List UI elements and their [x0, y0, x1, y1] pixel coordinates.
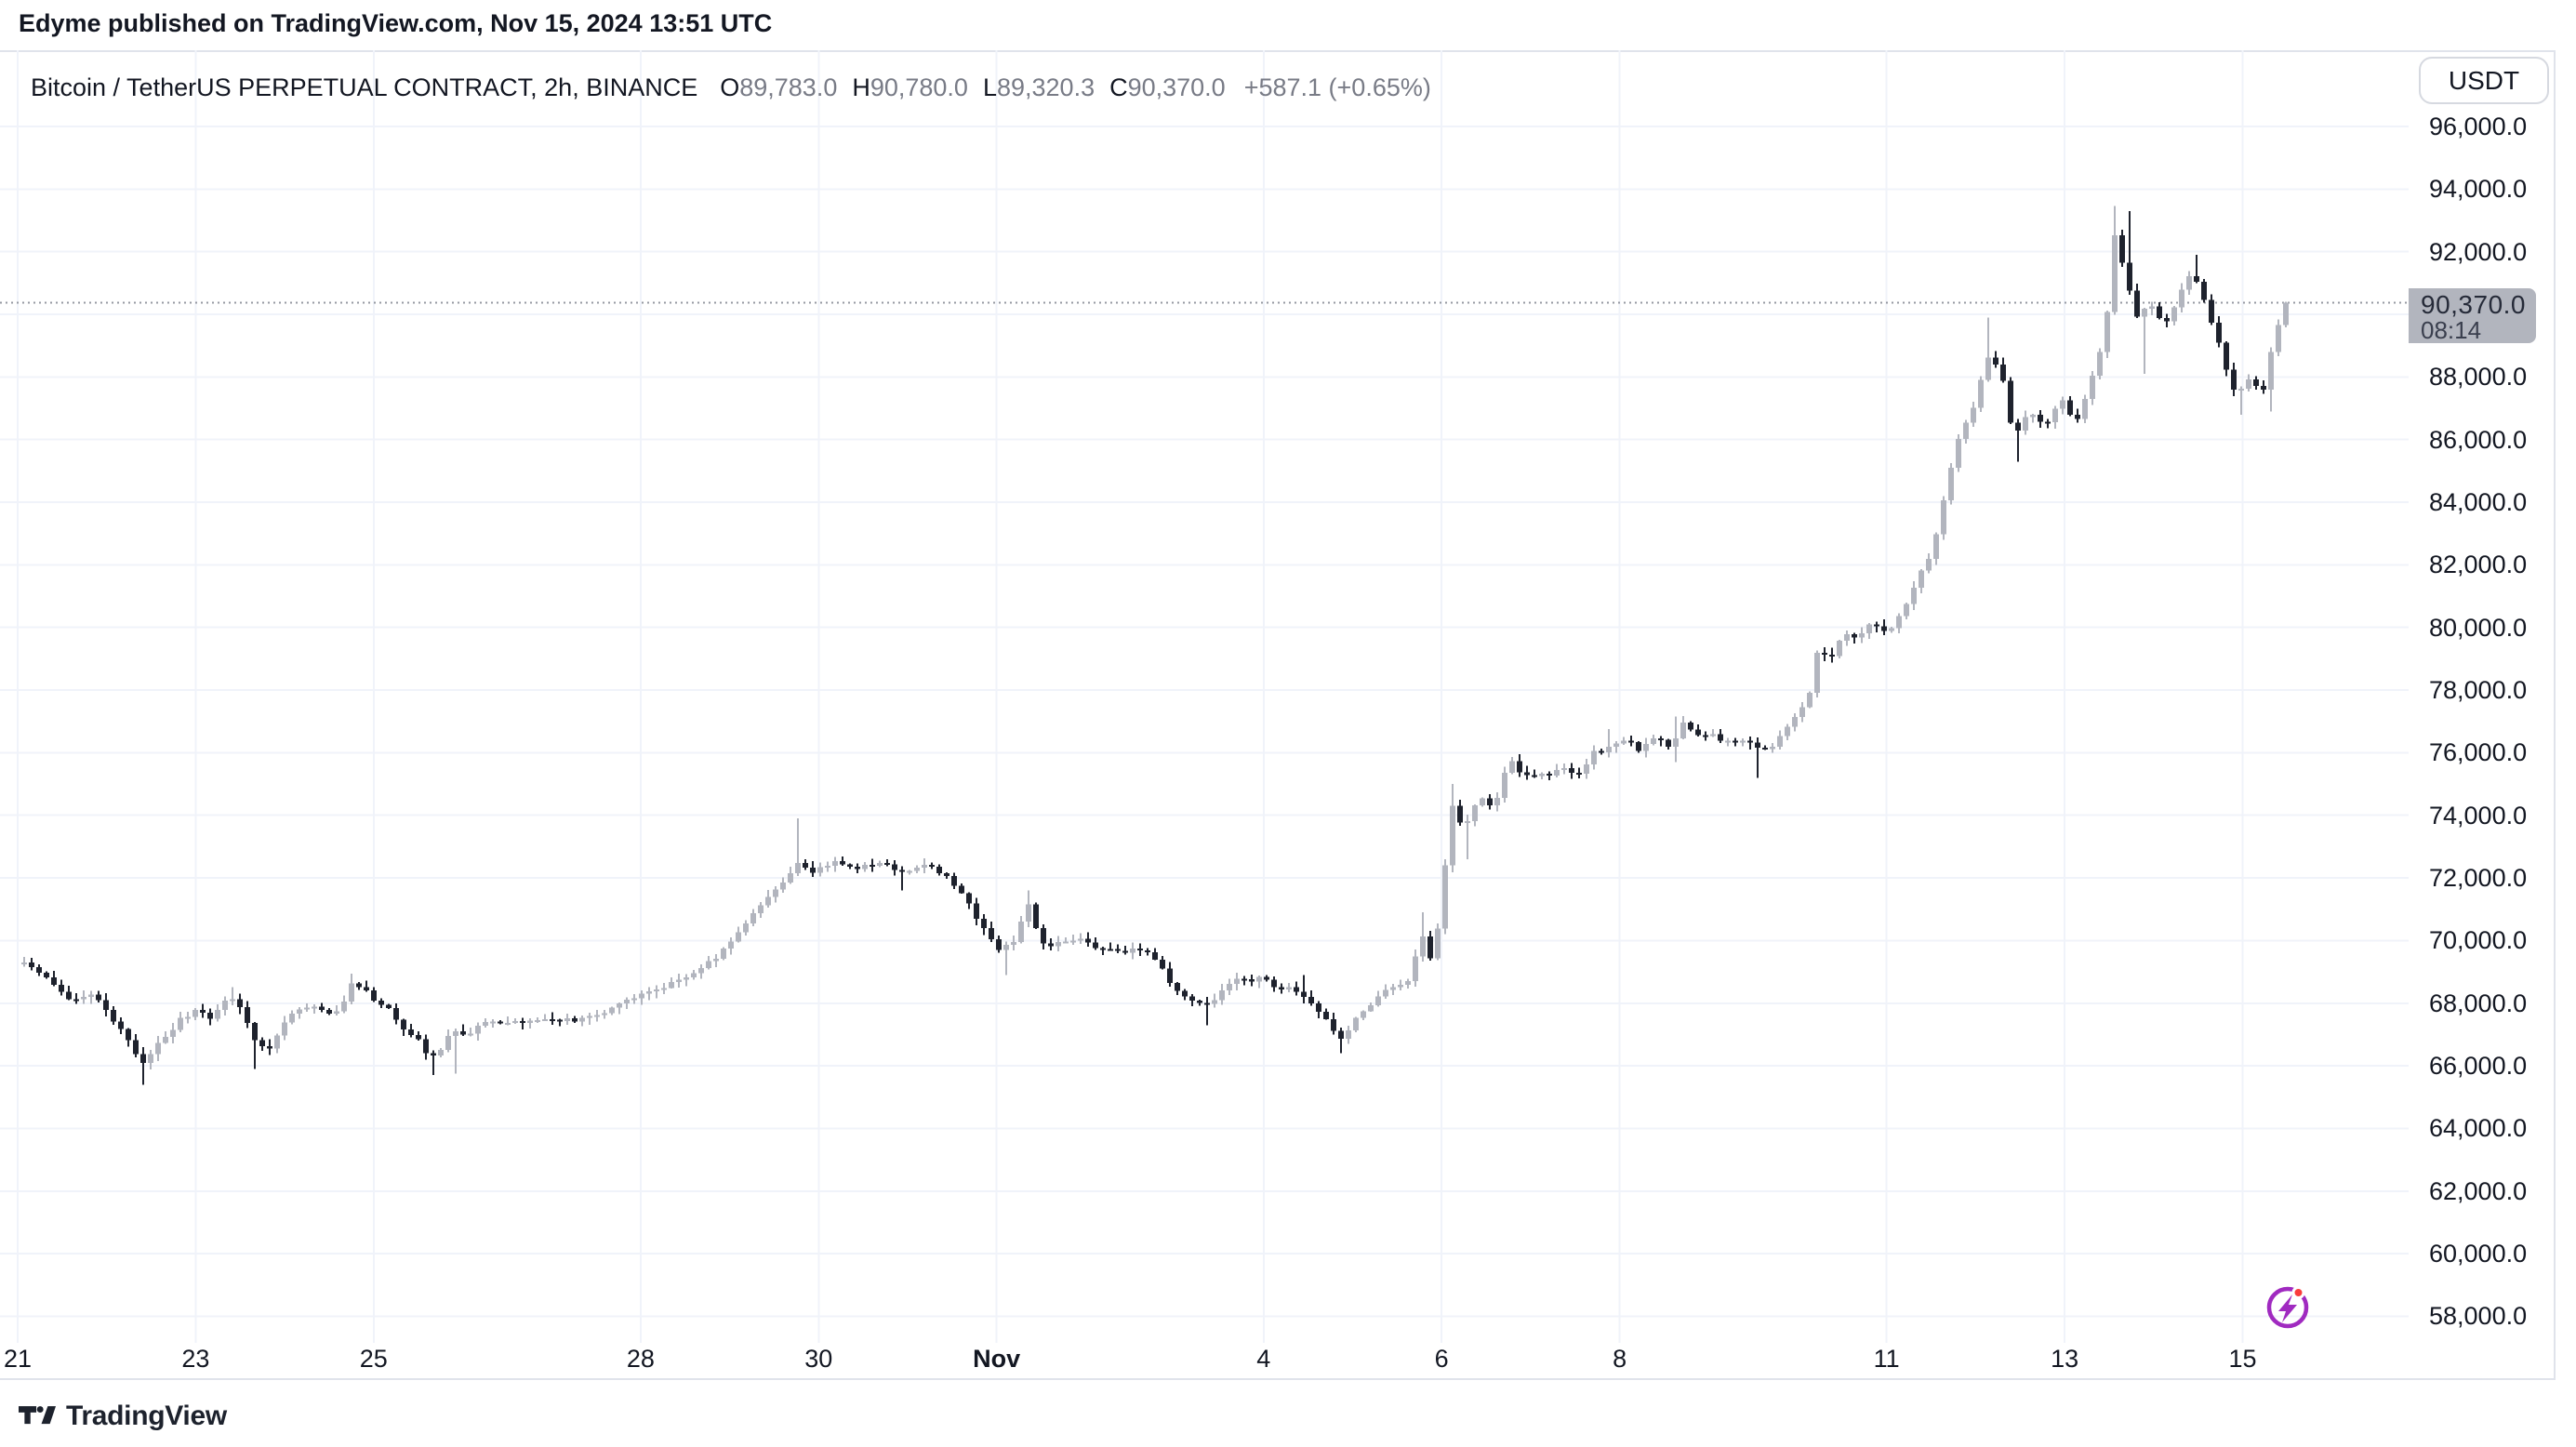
open-value: 89,783.0: [739, 73, 838, 101]
close-value: 90,370.0: [1127, 73, 1226, 101]
high-label: H: [852, 73, 870, 101]
price-axis-label: 94,000.0: [2429, 175, 2528, 204]
time-axis-label: 15: [2228, 1345, 2257, 1373]
price-axis-label: 80,000.0: [2429, 613, 2528, 642]
gridlines: [0, 50, 2409, 1343]
low-label: L: [982, 73, 997, 101]
time-axis-label: 13: [2051, 1345, 2079, 1373]
time-axis-label: 21: [3, 1345, 33, 1373]
quote-currency-badge: USDT: [2419, 57, 2549, 104]
chart-frame-right: [2554, 50, 2556, 1380]
price-axis-label: 84,000.0: [2429, 488, 2528, 517]
price-axis-label: 82,000.0: [2429, 551, 2528, 579]
last-price-value: 90,370.0: [2421, 290, 2526, 319]
price-axis-label: 86,000.0: [2429, 425, 2528, 454]
time-axis-label: 28: [626, 1345, 655, 1373]
price-axis-label: 60,000.0: [2429, 1240, 2528, 1268]
time-axis-label: Nov: [973, 1345, 1021, 1373]
candles: [21, 206, 2289, 1085]
tradingview-logo[interactable]: TradingView: [19, 1401, 227, 1432]
time-axis-label: 30: [804, 1345, 833, 1373]
published-caption: Edyme published on TradingView.com, Nov …: [19, 9, 773, 37]
price-axis-label: 76,000.0: [2429, 738, 2528, 767]
price-axis-label: 96,000.0: [2429, 113, 2528, 140]
notification-dot: [2291, 1286, 2305, 1299]
close-label: C: [1109, 73, 1128, 101]
price-axis-label: 64,000.0: [2429, 1114, 2528, 1143]
quote-currency-label: USDT: [2448, 65, 2520, 95]
price-axis-label: 68,000.0: [2429, 989, 2528, 1017]
time-axis-label: 11: [1873, 1345, 1900, 1373]
symbol-info-bar: Bitcoin / TetherUS PERPETUAL CONTRACT, 2…: [31, 73, 1431, 102]
price-axis-label: 78,000.0: [2429, 676, 2528, 705]
tradingview-logo-text: TradingView: [66, 1401, 227, 1431]
price-axis-label: 72,000.0: [2429, 864, 2528, 893]
price-axis-label: 70,000.0: [2429, 926, 2528, 955]
price-axis-label: 88,000.0: [2429, 363, 2528, 392]
chart-frame-bottom: [0, 1378, 2556, 1380]
price-axis-label: 66,000.0: [2429, 1052, 2528, 1081]
symbol-title[interactable]: Bitcoin / TetherUS PERPETUAL CONTRACT, 2…: [31, 73, 698, 101]
change-value: +587.1 (+0.65%): [1243, 73, 1431, 101]
price-axis-label: 62,000.0: [2429, 1176, 2528, 1205]
time-axis-label: 8: [1613, 1345, 1627, 1373]
tradingview-logo-icon: [19, 1406, 56, 1425]
lightning-circle: [2266, 1286, 2309, 1329]
time-axis-label: 25: [359, 1345, 388, 1373]
time-axis-label: 4: [1256, 1345, 1271, 1373]
chart-frame-top: [0, 50, 2556, 52]
bar-countdown: 08:14: [2421, 316, 2482, 344]
lightning-ideas-icon[interactable]: [2262, 1281, 2317, 1334]
last-price-badge: 90,370.0 08:14: [2409, 288, 2536, 343]
lightning-bolt-icon: [2278, 1294, 2297, 1322]
low-value: 89,320.3: [996, 73, 1095, 101]
price-axis-label: 92,000.0: [2429, 237, 2528, 266]
time-axis-label: 23: [181, 1345, 210, 1373]
time-axis-label: 6: [1434, 1345, 1449, 1373]
open-label: O: [720, 73, 740, 101]
price-axis-label: 58,000.0: [2429, 1302, 2528, 1331]
price-axis-label: 74,000.0: [2429, 801, 2528, 830]
high-value: 90,780.0: [870, 73, 968, 101]
